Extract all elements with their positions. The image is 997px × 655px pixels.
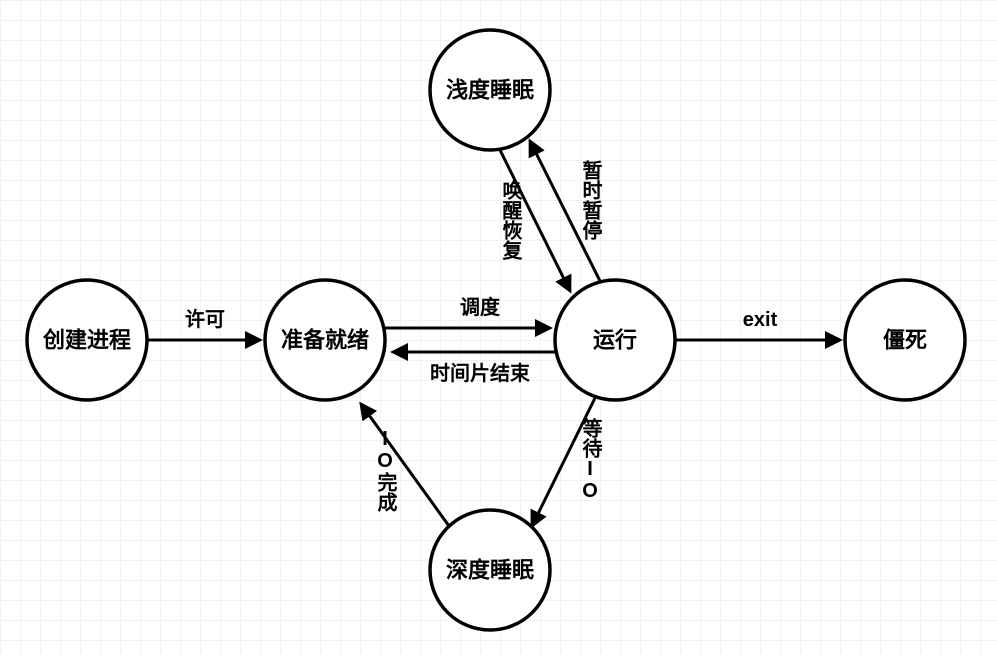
svg-text:准备就绪: 准备就绪 <box>281 328 369 353</box>
node-deep-sleep: 深度睡眠 <box>430 510 550 630</box>
node-light-sleep: 浅度睡眠 <box>430 30 550 150</box>
svg-text:僵死: 僵死 <box>883 328 927 353</box>
edge-label-exit: exit <box>743 309 778 331</box>
edge-label-wake: 唤醒恢复 <box>499 179 523 260</box>
edge-label-permit: 许可 <box>185 307 225 331</box>
edge-label-sliceend: 时间片结束 <box>430 361 531 385</box>
svg-text:创建进程: 创建进程 <box>42 328 131 353</box>
edge-label-schedule: 调度 <box>460 295 501 319</box>
node-zombie: 僵死 <box>845 280 965 400</box>
node-create: 创建进程 <box>27 280 147 400</box>
svg-text:浅度睡眠: 浅度睡眠 <box>446 78 534 103</box>
state-diagram: 许可 调度 时间片结束 exit 暂时暂停 唤醒恢复 等待IO IO完成 创建进… <box>0 0 997 655</box>
svg-text:运行: 运行 <box>593 328 637 353</box>
edge-label-pause: 暂时暂停 <box>579 159 602 240</box>
node-run: 运行 <box>555 280 675 400</box>
edge-label-waitio: 等待IO <box>579 417 602 502</box>
edge-label-iodone: IO完成 <box>374 428 397 513</box>
node-ready: 准备就绪 <box>265 280 385 400</box>
svg-text:深度睡眠: 深度睡眠 <box>446 558 534 583</box>
